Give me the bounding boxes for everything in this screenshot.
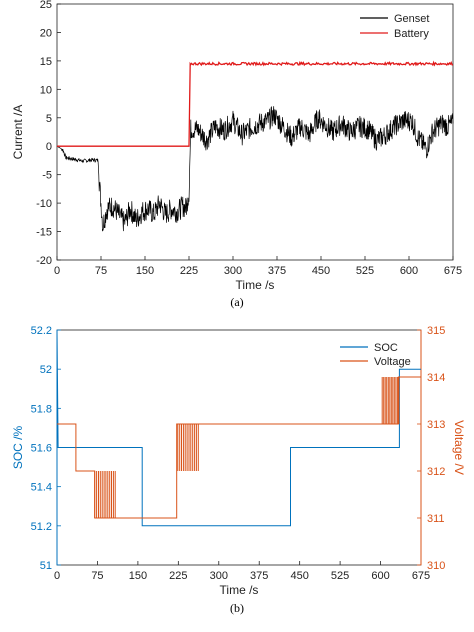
y-tick-label: -10: [36, 198, 52, 210]
legend-label-battery: Battery: [394, 28, 429, 40]
voltage-switching: [177, 424, 199, 471]
caption-b: (b): [230, 601, 244, 615]
x-tick-label: 675: [444, 265, 462, 277]
x-tick-label: 375: [250, 570, 268, 582]
y-right-tick-label: 312: [427, 466, 445, 478]
voltage-switching: [381, 377, 400, 424]
x-tick-label: 0: [54, 265, 60, 277]
y-tick-label: 15: [40, 56, 52, 68]
y-tick-label: 51.4: [31, 482, 52, 494]
legend-label-genset: Genset: [394, 13, 429, 25]
panel-a: 0 75 150 225 300 375 450 525 600 675-20-15-10-505…: [11, 0, 462, 292]
plot-frame: [56, 3, 454, 261]
x-tick-label: 75: [95, 265, 107, 277]
x-tick-label: 600: [400, 265, 418, 277]
series-line-battery: [57, 60, 453, 147]
y-tick-label: 10: [40, 84, 52, 96]
y-tick-label: -15: [36, 227, 52, 239]
y-axis-label: SOC /%: [11, 426, 25, 470]
y-right-tick-label: 311: [427, 513, 445, 525]
y-right-axis-label: Voltage /V: [452, 420, 466, 475]
legend-label-voltage: Voltage: [374, 356, 411, 368]
y-tick-label: 0: [46, 141, 52, 153]
x-axis-label: Time /s: [236, 278, 275, 292]
x-axis-label: Time /s: [220, 583, 259, 597]
x-tick-label: 150: [136, 265, 154, 277]
y-tick-label: -5: [42, 170, 52, 182]
x-tick-label: 75: [91, 570, 103, 582]
x-tick-label: 675: [412, 570, 430, 582]
y-right-tick-label: 315: [427, 325, 445, 337]
y-tick-label: 51.2: [31, 521, 52, 533]
x-tick-label: 450: [312, 265, 330, 277]
voltage-switching: [94, 471, 116, 518]
y-tick-label: 5: [46, 113, 52, 125]
legend-label-soc: SOC: [374, 342, 398, 354]
y-tick-label: -20: [36, 255, 52, 267]
x-tick-label: 225: [180, 265, 198, 277]
y-tick-label: 52: [40, 364, 52, 376]
y-tick-label: 52.2: [31, 325, 52, 337]
y-tick-label: 25: [40, 0, 52, 11]
y-tick-label: 51.6: [31, 443, 52, 455]
x-tick-label: 525: [356, 265, 374, 277]
x-tick-label: 525: [331, 570, 349, 582]
y-right-tick-label: 313: [427, 419, 445, 431]
y-right-tick-label: 310: [427, 560, 445, 572]
x-tick-label: 600: [371, 570, 389, 582]
x-tick-label: 0: [54, 570, 60, 582]
x-tick-label: 450: [290, 570, 308, 582]
y-tick-label: 20: [40, 27, 52, 39]
x-tick-label: 300: [210, 570, 228, 582]
y-right-tick-label: 314: [427, 372, 445, 384]
x-tick-label: 300: [224, 265, 242, 277]
x-tick-label: 150: [129, 570, 147, 582]
x-tick-label: 225: [169, 570, 187, 582]
y-tick-label: 51: [40, 560, 52, 572]
caption-a: (a): [230, 295, 243, 309]
panel-b: 0 75 150 225 300 375 450 525 600 675 51 51.2 51.4 51.…: [11, 325, 466, 597]
y-axis-label: Current /A: [11, 105, 25, 160]
series-line-genset: [56, 106, 454, 232]
y-tick-label: 51.8: [31, 403, 52, 415]
x-tick-label: 375: [268, 265, 286, 277]
